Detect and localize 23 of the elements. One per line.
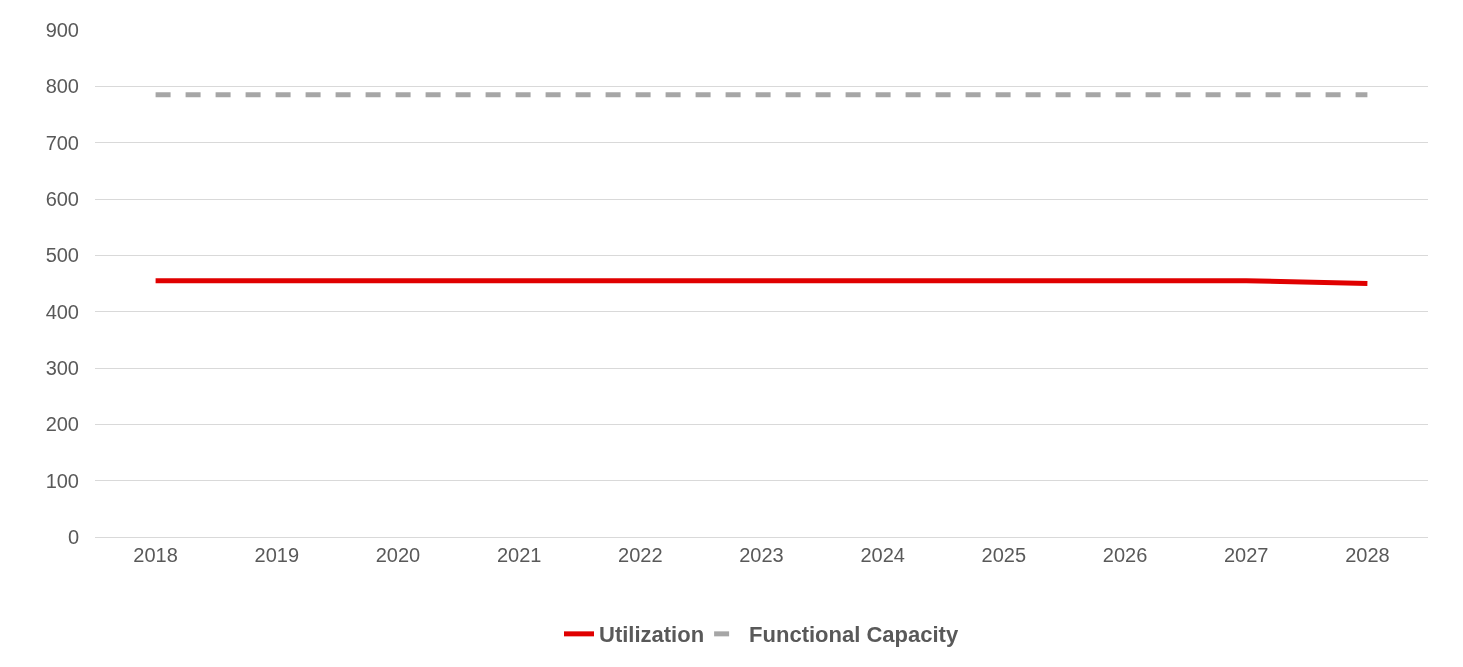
y-tick-label: 300 bbox=[45, 357, 79, 379]
x-tick-label: 2018 bbox=[133, 544, 178, 566]
x-tick-label: 2025 bbox=[981, 544, 1027, 566]
y-tick-label: 200 bbox=[45, 413, 79, 436]
x-tick-label: 2024 bbox=[860, 544, 905, 566]
y-tick-label: 400 bbox=[45, 300, 79, 323]
x-tick-label: 2021 bbox=[496, 544, 542, 566]
x-tick-label: 2023 bbox=[739, 544, 784, 566]
x-tick-label: 2020 bbox=[375, 544, 421, 566]
y-tick-label: 100 bbox=[45, 469, 79, 492]
legend-label: Functional Capacity bbox=[749, 622, 959, 648]
legend-label: Utilization bbox=[599, 622, 705, 648]
x-tick-label: 2022 bbox=[618, 544, 663, 566]
x-tick-label: 2028 bbox=[1345, 544, 1390, 566]
y-tick-label: 0 bbox=[67, 526, 79, 548]
y-tick-label: 700 bbox=[45, 131, 79, 154]
x-tick-label: 2026 bbox=[1102, 544, 1148, 566]
x-tick-label: 2027 bbox=[1223, 544, 1269, 566]
y-tick-label: 800 bbox=[45, 75, 79, 98]
y-tick-label: 500 bbox=[45, 244, 79, 267]
y-tick-label: 900 bbox=[45, 19, 79, 41]
x-tick-label: 2019 bbox=[254, 544, 300, 566]
y-tick-label: 600 bbox=[45, 188, 79, 210]
